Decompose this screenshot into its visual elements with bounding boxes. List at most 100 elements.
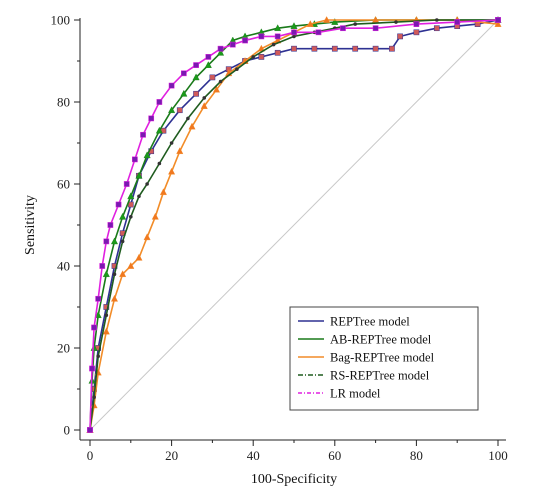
- data-point: [168, 167, 176, 175]
- data-point: [209, 74, 216, 81]
- y-tick-label: 0: [64, 423, 71, 438]
- data-point: [205, 54, 212, 60]
- data-point: [155, 126, 163, 134]
- x-tick-label: 40: [247, 448, 260, 463]
- data-point: [103, 304, 110, 310]
- legend-item: LR model: [298, 387, 381, 401]
- data-point: [258, 33, 265, 40]
- data-point: [127, 192, 135, 200]
- data-point: [397, 33, 403, 40]
- data-point: [92, 395, 96, 400]
- series-line: [89, 19, 498, 431]
- data-point: [132, 156, 138, 163]
- data-point: [291, 29, 297, 36]
- data-point: [156, 99, 163, 105]
- data-point: [323, 16, 331, 23]
- x-tick-label: 60: [328, 448, 341, 463]
- data-point: [274, 33, 281, 40]
- data-point: [306, 20, 314, 27]
- data-point: [271, 42, 276, 47]
- data-point: [193, 62, 199, 68]
- data-point: [143, 233, 151, 241]
- data-point: [372, 25, 379, 32]
- y-tick-label: 40: [57, 259, 70, 274]
- data-point: [148, 115, 155, 122]
- legend-item: Bag-REPTree model: [298, 351, 435, 365]
- plot-area: [86, 16, 502, 433]
- legend-item: AB-REPTree model: [298, 333, 432, 347]
- data-point: [394, 20, 398, 24]
- data-point: [168, 106, 176, 114]
- reference-diagonal: [89, 19, 499, 431]
- data-point: [176, 107, 183, 114]
- x-tick-label: 20: [165, 448, 178, 463]
- data-point: [311, 45, 318, 52]
- y-tick-label: 80: [57, 95, 70, 110]
- data-point: [89, 365, 95, 372]
- y-tick-label: 20: [57, 341, 70, 356]
- data-point: [143, 151, 151, 159]
- data-point: [135, 253, 143, 261]
- data-point: [112, 272, 117, 277]
- data-point: [180, 70, 187, 77]
- data-point: [494, 20, 502, 27]
- data-point: [99, 263, 106, 269]
- x-tick-label: 0: [87, 448, 94, 463]
- data-point: [95, 295, 102, 302]
- legend-label: REPTree model: [330, 315, 410, 329]
- data-point: [159, 188, 167, 196]
- data-point: [135, 171, 143, 179]
- data-point: [96, 354, 100, 359]
- legend-label: LR model: [330, 387, 381, 401]
- data-point: [127, 262, 135, 269]
- data-point: [315, 29, 322, 36]
- data-point: [212, 85, 221, 93]
- legend: REPTree model AB-REPTree model Bag-REPTree…: [289, 306, 479, 411]
- data-point: [107, 222, 114, 228]
- data-point: [274, 24, 282, 31]
- data-point: [180, 89, 188, 97]
- data-point: [454, 19, 461, 25]
- data-point: [372, 45, 379, 52]
- data-point: [242, 37, 248, 44]
- data-point: [115, 201, 122, 208]
- data-point: [157, 161, 162, 166]
- legend-box: [289, 306, 479, 411]
- legend-label: AB-REPTree model: [330, 333, 432, 347]
- x-axis-title: 100-Specificity: [251, 472, 337, 487]
- data-point: [186, 116, 190, 121]
- legend-item: RS-REPTree model: [298, 369, 430, 383]
- data-point: [104, 313, 109, 318]
- data-point: [229, 41, 236, 48]
- data-point: [119, 270, 127, 277]
- legend-label: Bag-REPTree model: [330, 351, 435, 365]
- data-point: [123, 181, 130, 187]
- data-point: [495, 17, 501, 23]
- data-point: [291, 45, 297, 52]
- y-tick-label: 60: [57, 177, 70, 192]
- data-point: [91, 324, 97, 331]
- data-point: [140, 131, 146, 138]
- x-tick-label: 80: [410, 448, 423, 463]
- data-point: [274, 49, 281, 56]
- data-point: [102, 270, 110, 277]
- data-point: [168, 82, 175, 89]
- data-point: [87, 427, 93, 433]
- data-point: [110, 294, 119, 302]
- data-point: [433, 25, 440, 32]
- data-point: [151, 212, 159, 220]
- data-point: [129, 215, 133, 219]
- data-point: [176, 147, 184, 155]
- data-point: [192, 73, 200, 81]
- data-point: [292, 34, 296, 39]
- data-point: [202, 96, 207, 100]
- y-axis-title: Sensitivity: [23, 195, 38, 255]
- x-tick-label: 100: [488, 448, 508, 463]
- axes: 0 20 40 60 80 100 0 20 40 60 80 100: [51, 13, 508, 464]
- data-point: [217, 48, 225, 56]
- series-3: [86, 16, 502, 433]
- data-point: [413, 29, 420, 36]
- data-point: [204, 61, 212, 68]
